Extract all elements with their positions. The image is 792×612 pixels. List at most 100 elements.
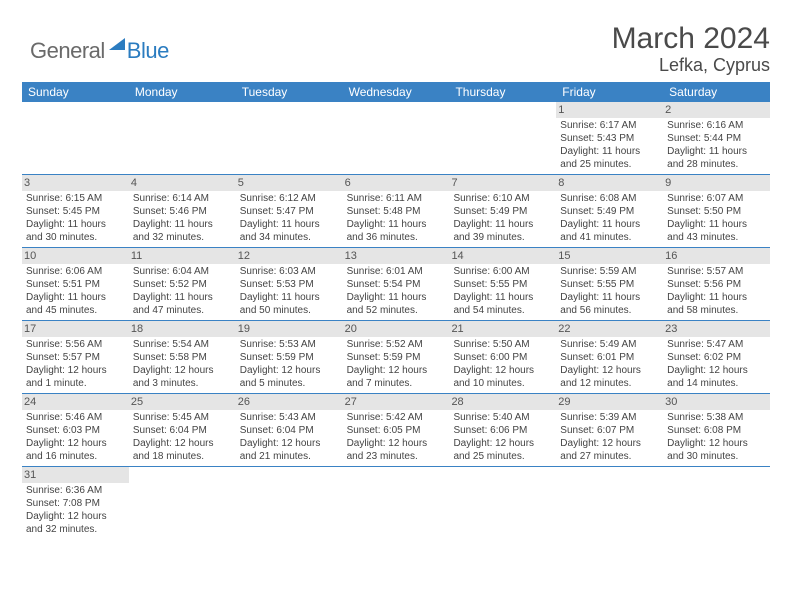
- day-number: 8: [556, 175, 663, 191]
- daylight2-text: and 39 minutes.: [453, 231, 552, 244]
- day-cell: 11Sunrise: 6:04 AMSunset: 5:52 PMDayligh…: [129, 248, 236, 320]
- day-cell: [449, 102, 556, 174]
- day-number: 14: [449, 248, 556, 264]
- sunrise-text: Sunrise: 6:01 AM: [347, 265, 446, 278]
- weekday-header-row: SundayMondayTuesdayWednesdayThursdayFrid…: [22, 82, 770, 102]
- day-number: 30: [663, 394, 770, 410]
- day-cell: 23Sunrise: 5:47 AMSunset: 6:02 PMDayligh…: [663, 321, 770, 393]
- sunrise-text: Sunrise: 6:10 AM: [453, 192, 552, 205]
- sunset-text: Sunset: 5:46 PM: [133, 205, 232, 218]
- daylight2-text: and 27 minutes.: [560, 450, 659, 463]
- week-row: 31Sunrise: 6:36 AMSunset: 7:08 PMDayligh…: [22, 467, 770, 539]
- sunrise-text: Sunrise: 6:06 AM: [26, 265, 125, 278]
- weekday-header: Monday: [129, 82, 236, 102]
- daylight1-text: Daylight: 11 hours: [133, 218, 232, 231]
- sunrise-text: Sunrise: 6:17 AM: [560, 119, 659, 132]
- daylight2-text: and 32 minutes.: [26, 523, 125, 536]
- daylight2-text: and 7 minutes.: [347, 377, 446, 390]
- daylight1-text: Daylight: 11 hours: [26, 291, 125, 304]
- day-cell: 18Sunrise: 5:54 AMSunset: 5:58 PMDayligh…: [129, 321, 236, 393]
- day-number: 26: [236, 394, 343, 410]
- daylight1-text: Daylight: 11 hours: [347, 218, 446, 231]
- daylight1-text: Daylight: 11 hours: [347, 291, 446, 304]
- calendar-page: General Blue March 2024 Lefka, Cyprus Su…: [0, 0, 792, 539]
- logo-text-blue: Blue: [127, 38, 169, 64]
- sunrise-text: Sunrise: 5:46 AM: [26, 411, 125, 424]
- daylight1-text: Daylight: 11 hours: [453, 291, 552, 304]
- title-block: March 2024 Lefka, Cyprus: [612, 22, 770, 76]
- sunrise-text: Sunrise: 5:42 AM: [347, 411, 446, 424]
- daylight1-text: Daylight: 11 hours: [453, 218, 552, 231]
- sunset-text: Sunset: 5:56 PM: [667, 278, 766, 291]
- daylight1-text: Daylight: 12 hours: [667, 437, 766, 450]
- sunrise-text: Sunrise: 6:07 AM: [667, 192, 766, 205]
- day-cell: 29Sunrise: 5:39 AMSunset: 6:07 PMDayligh…: [556, 394, 663, 466]
- sunset-text: Sunset: 5:52 PM: [133, 278, 232, 291]
- sunset-text: Sunset: 6:02 PM: [667, 351, 766, 364]
- daylight2-text: and 34 minutes.: [240, 231, 339, 244]
- day-cell: 12Sunrise: 6:03 AMSunset: 5:53 PMDayligh…: [236, 248, 343, 320]
- sunset-text: Sunset: 5:51 PM: [26, 278, 125, 291]
- sunrise-text: Sunrise: 5:54 AM: [133, 338, 232, 351]
- day-cell: 17Sunrise: 5:56 AMSunset: 5:57 PMDayligh…: [22, 321, 129, 393]
- daylight2-text: and 52 minutes.: [347, 304, 446, 317]
- day-number: 24: [22, 394, 129, 410]
- sunrise-text: Sunrise: 5:59 AM: [560, 265, 659, 278]
- day-cell: 28Sunrise: 5:40 AMSunset: 6:06 PMDayligh…: [449, 394, 556, 466]
- sunset-text: Sunset: 6:00 PM: [453, 351, 552, 364]
- sunset-text: Sunset: 6:04 PM: [133, 424, 232, 437]
- month-title: March 2024: [612, 22, 770, 55]
- sunset-text: Sunset: 5:45 PM: [26, 205, 125, 218]
- daylight2-text: and 45 minutes.: [26, 304, 125, 317]
- day-number: 2: [663, 102, 770, 118]
- weekday-header: Saturday: [663, 82, 770, 102]
- day-number: 25: [129, 394, 236, 410]
- day-cell: [343, 102, 450, 174]
- day-cell: [129, 467, 236, 539]
- day-number: 19: [236, 321, 343, 337]
- daylight1-text: Daylight: 11 hours: [667, 218, 766, 231]
- day-cell: 10Sunrise: 6:06 AMSunset: 5:51 PMDayligh…: [22, 248, 129, 320]
- daylight2-text: and 41 minutes.: [560, 231, 659, 244]
- logo-text-general: General: [30, 38, 105, 64]
- weeks-container: 1Sunrise: 6:17 AMSunset: 5:43 PMDaylight…: [22, 102, 770, 539]
- day-cell: 31Sunrise: 6:36 AMSunset: 7:08 PMDayligh…: [22, 467, 129, 539]
- day-number: 15: [556, 248, 663, 264]
- day-cell: 30Sunrise: 5:38 AMSunset: 6:08 PMDayligh…: [663, 394, 770, 466]
- day-number: 28: [449, 394, 556, 410]
- sunrise-text: Sunrise: 6:15 AM: [26, 192, 125, 205]
- day-cell: 20Sunrise: 5:52 AMSunset: 5:59 PMDayligh…: [343, 321, 450, 393]
- day-number: 13: [343, 248, 450, 264]
- daylight2-text: and 58 minutes.: [667, 304, 766, 317]
- daylight2-text: and 21 minutes.: [240, 450, 339, 463]
- daylight1-text: Daylight: 11 hours: [240, 218, 339, 231]
- day-number: 6: [343, 175, 450, 191]
- day-cell: 15Sunrise: 5:59 AMSunset: 5:55 PMDayligh…: [556, 248, 663, 320]
- sunset-text: Sunset: 5:59 PM: [347, 351, 446, 364]
- daylight2-text: and 16 minutes.: [26, 450, 125, 463]
- sunrise-text: Sunrise: 6:08 AM: [560, 192, 659, 205]
- weekday-header: Tuesday: [236, 82, 343, 102]
- logo-sail-icon: [107, 36, 127, 57]
- day-number: 11: [129, 248, 236, 264]
- day-number: 9: [663, 175, 770, 191]
- day-cell: 9Sunrise: 6:07 AMSunset: 5:50 PMDaylight…: [663, 175, 770, 247]
- daylight2-text: and 5 minutes.: [240, 377, 339, 390]
- day-number: 17: [22, 321, 129, 337]
- sunrise-text: Sunrise: 5:52 AM: [347, 338, 446, 351]
- sunset-text: Sunset: 6:05 PM: [347, 424, 446, 437]
- day-number: 27: [343, 394, 450, 410]
- sunrise-text: Sunrise: 5:40 AM: [453, 411, 552, 424]
- sunrise-text: Sunrise: 6:12 AM: [240, 192, 339, 205]
- weekday-header: Sunday: [22, 82, 129, 102]
- weekday-header: Friday: [556, 82, 663, 102]
- sunrise-text: Sunrise: 5:50 AM: [453, 338, 552, 351]
- daylight1-text: Daylight: 12 hours: [240, 364, 339, 377]
- daylight2-text: and 47 minutes.: [133, 304, 232, 317]
- daylight1-text: Daylight: 12 hours: [560, 437, 659, 450]
- daylight1-text: Daylight: 11 hours: [240, 291, 339, 304]
- sunset-text: Sunset: 5:44 PM: [667, 132, 766, 145]
- daylight1-text: Daylight: 12 hours: [347, 364, 446, 377]
- daylight1-text: Daylight: 11 hours: [560, 218, 659, 231]
- sunrise-text: Sunrise: 5:43 AM: [240, 411, 339, 424]
